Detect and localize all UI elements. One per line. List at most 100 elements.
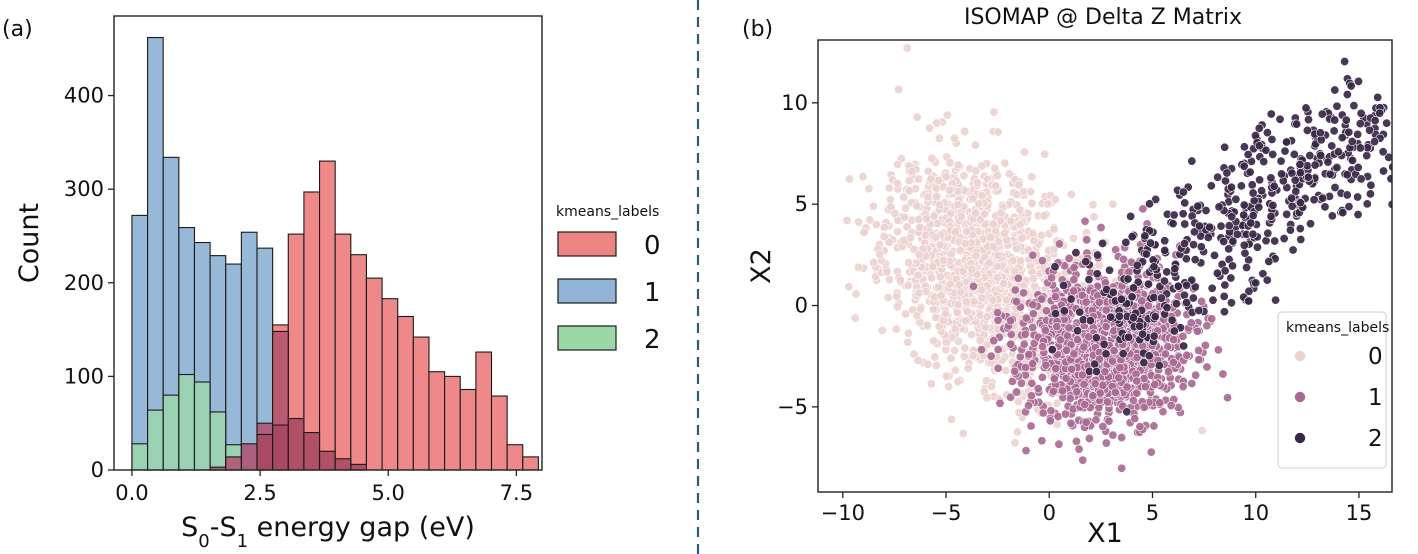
scatter-point-1: [1098, 421, 1108, 431]
scatter-point-2: [1149, 292, 1159, 302]
scatter-point-2: [1270, 236, 1280, 246]
scatter-point-2: [1085, 316, 1095, 326]
scatter-point-1: [995, 398, 1005, 408]
scatter-point-1: [993, 345, 1003, 355]
histogram-bar-0: [475, 351, 493, 471]
scatter-point-1: [1132, 353, 1142, 363]
scatter-point-0: [941, 371, 951, 381]
scatter-point-0: [971, 251, 981, 261]
scatter-point-2: [1370, 116, 1380, 126]
scatter-point-1: [1196, 296, 1206, 306]
scatter-point-0: [883, 293, 893, 303]
scatter-point-0: [842, 216, 852, 226]
scatter-point-2: [1084, 275, 1094, 285]
scatter-point-0: [960, 126, 970, 136]
scatter-point-0: [924, 123, 934, 133]
scatter-point-0: [991, 181, 1001, 191]
scatter-point-0: [892, 302, 902, 312]
scatter-point-2: [1146, 238, 1156, 248]
scatter-point-2: [1126, 211, 1136, 221]
histogram-legend-label-1: 1: [644, 278, 661, 308]
scatter-point-2: [1167, 315, 1177, 325]
scatter-point-1: [1069, 349, 1079, 359]
histogram-bar-0: [225, 456, 242, 471]
scatter-point-2: [1106, 312, 1116, 322]
scatter-point-1: [1077, 370, 1087, 380]
scatter-point-2: [1258, 269, 1268, 279]
histogram-xtick-label: 0.0: [115, 481, 148, 505]
scatter-point-2: [1239, 142, 1249, 152]
histogram-bar-0: [397, 315, 414, 471]
scatter-point-1: [1006, 392, 1016, 402]
scatter-legend-label-0: 0: [1368, 344, 1383, 370]
scatter-point-1: [1069, 263, 1079, 273]
scatter-point-1: [1200, 340, 1210, 350]
scatter-point-2: [1047, 345, 1057, 355]
scatter-point-2: [1193, 201, 1203, 211]
scatter-point-0: [929, 211, 939, 221]
scatter-point-0: [950, 346, 960, 356]
scatter-point-1: [1007, 376, 1017, 386]
scatter-point-2: [1370, 137, 1380, 147]
scatter-point-2: [1195, 221, 1205, 231]
scatter-point-2: [1330, 183, 1340, 193]
scatter-point-0: [902, 43, 912, 53]
scatter-point-2: [1189, 227, 1199, 237]
scatter-point-0: [912, 112, 922, 122]
scatter-point-0: [913, 270, 923, 280]
scatter-point-1: [1038, 408, 1048, 418]
scatter-point-1: [1021, 313, 1031, 323]
scatter-point-0: [982, 393, 992, 403]
scatter-point-1: [993, 308, 1003, 318]
histogram-legend-swatch-0: [557, 231, 617, 257]
scatter-point-2: [1151, 194, 1161, 204]
scatter-point-0: [922, 320, 932, 330]
scatter-point-1: [1051, 363, 1061, 373]
scatter-point-2: [1205, 222, 1215, 232]
scatter-point-2: [1115, 311, 1125, 321]
scatter-point-0: [953, 377, 963, 387]
scatter-point-2: [1327, 211, 1337, 221]
scatter-point-2: [1338, 208, 1348, 218]
scatter-point-1: [1021, 363, 1031, 373]
scatter-point-2: [1162, 267, 1172, 277]
scatter-point-0: [956, 287, 966, 297]
scatter-xtick-label: 5: [1146, 501, 1159, 525]
scatter-point-0: [1012, 244, 1022, 254]
scatter-point-2: [1194, 305, 1204, 315]
scatter-point-0: [941, 309, 951, 319]
scatter-point-2: [1318, 193, 1328, 203]
scatter-point-1: [1137, 296, 1147, 306]
scatter-point-1: [1038, 342, 1048, 352]
scatter-point-0: [877, 325, 887, 335]
scatter-point-0: [914, 288, 924, 298]
panel-a-label: (a): [2, 17, 33, 42]
scatter-point-1: [1021, 446, 1031, 456]
scatter-point-0: [927, 153, 937, 163]
scatter-point-0: [1028, 228, 1038, 238]
scatter-point-2: [1287, 193, 1297, 203]
scatter-point-0: [981, 376, 991, 386]
scatter-point-1: [1019, 339, 1029, 349]
scatter-point-2: [1257, 186, 1267, 196]
histogram-legend-title: kmeans_labels: [556, 204, 659, 220]
scatter-point-2: [1375, 108, 1385, 118]
scatter-point-1: [1187, 379, 1197, 389]
scatter-point-2: [1213, 172, 1223, 182]
scatter-point-0: [962, 226, 972, 236]
histogram-legend-label-0: 0: [644, 231, 661, 261]
scatter-point-1: [969, 281, 979, 291]
scatter-point-0: [893, 160, 903, 170]
scatter-point-2: [1251, 278, 1261, 288]
scatter-point-2: [1118, 349, 1128, 359]
histogram-bar-overlap: [256, 433, 274, 471]
scatter-point-0: [914, 174, 924, 184]
scatter-point-2: [1123, 274, 1133, 284]
scatter-point-1: [1065, 394, 1075, 404]
scatter-point-0: [1050, 194, 1060, 204]
scatter-point-2: [1154, 360, 1164, 370]
scatter-point-1: [1202, 321, 1212, 331]
scatter-point-2: [1248, 211, 1258, 221]
